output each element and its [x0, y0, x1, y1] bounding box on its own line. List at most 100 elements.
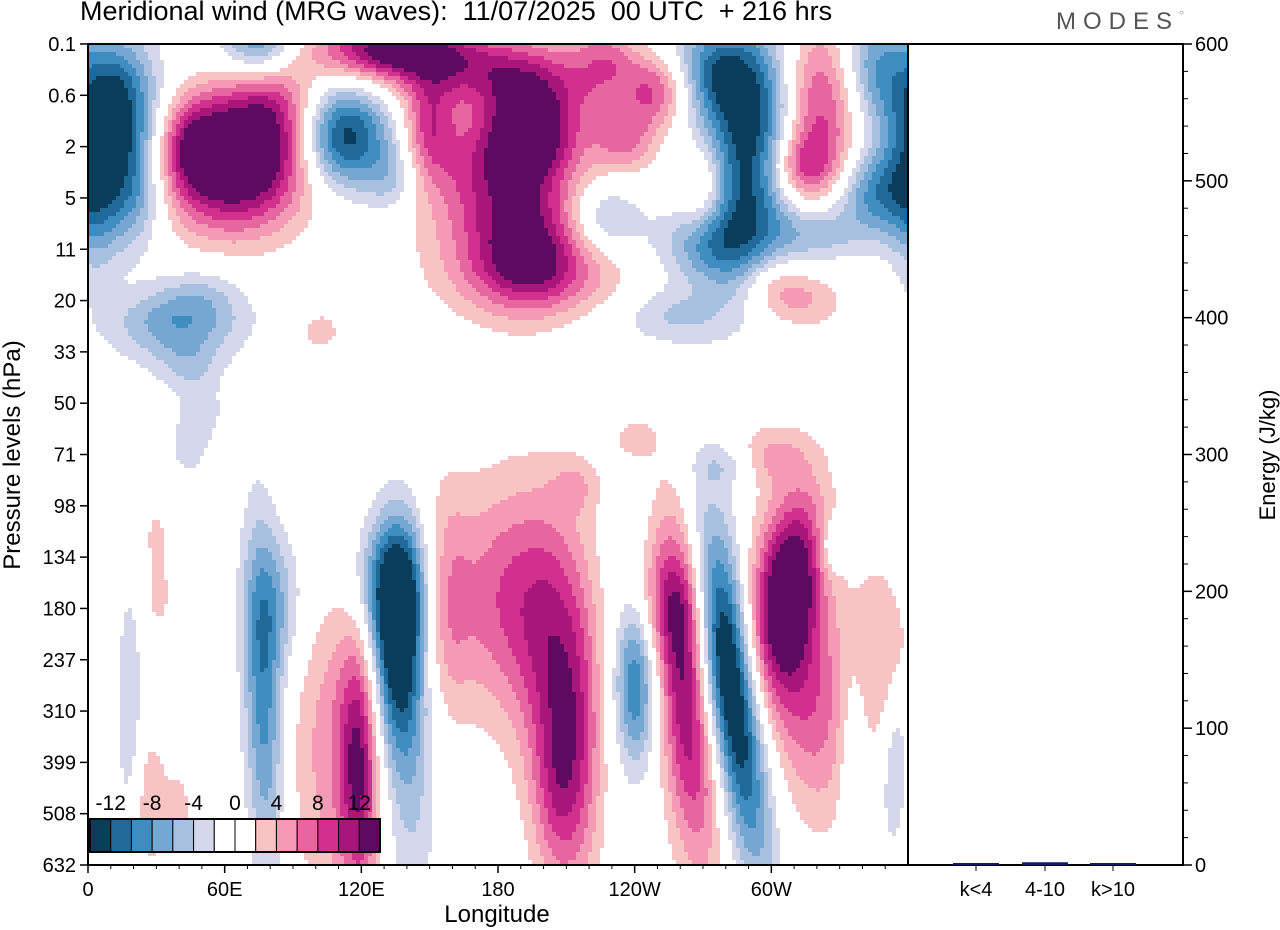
contour-cell	[724, 588, 732, 592]
contour-cell	[668, 108, 676, 112]
contour-cell	[876, 192, 892, 196]
contour-cell	[464, 132, 480, 136]
contour-cell	[752, 168, 760, 172]
contour-cell	[396, 144, 400, 148]
contour-cell	[740, 632, 744, 636]
contour-cell	[592, 588, 604, 592]
contour-cell	[388, 528, 404, 532]
contour-cell	[420, 76, 448, 80]
contour-cell	[152, 588, 168, 592]
contour-cell	[244, 608, 248, 612]
contour-cell	[412, 656, 416, 660]
contour-cell	[764, 132, 772, 136]
contour-cell	[656, 568, 660, 572]
contour-cell	[780, 232, 800, 236]
contour-cell	[372, 656, 376, 660]
contour-cell	[440, 600, 448, 604]
contour-cell	[88, 56, 124, 60]
contour-cell	[616, 640, 620, 644]
contour-cell	[688, 280, 716, 284]
contour-cell	[216, 348, 240, 352]
contour-cell	[244, 616, 248, 620]
contour-cell	[756, 200, 764, 204]
contour-cell	[636, 320, 668, 324]
contour-cell	[472, 156, 484, 160]
contour-cell	[480, 240, 488, 244]
contour-cell	[416, 612, 420, 616]
contour-cell	[176, 192, 180, 196]
contour-cell	[556, 224, 564, 228]
contour-cell	[692, 128, 700, 132]
contour-cell	[776, 104, 784, 108]
contour-cell	[556, 264, 568, 268]
contour-cell	[724, 512, 732, 516]
contour-cell	[708, 112, 716, 116]
contour-cell	[336, 100, 360, 104]
contour-cell	[484, 100, 496, 104]
contour-cell	[828, 568, 832, 572]
contour-cell	[828, 600, 836, 604]
contour-cell	[488, 180, 544, 184]
contour-cell	[720, 104, 760, 108]
contour-cell	[172, 164, 176, 168]
contour-cell	[812, 552, 816, 556]
contour-cell	[412, 140, 416, 144]
contour-cell	[280, 168, 284, 172]
contour-cell	[88, 96, 128, 100]
contour-cell	[552, 180, 560, 184]
contour-cell	[880, 88, 892, 92]
contour-cell	[700, 84, 704, 88]
contour-cell	[696, 612, 700, 616]
contour-cell	[844, 116, 852, 120]
contour-cell	[420, 624, 424, 628]
contour-cell	[436, 496, 508, 500]
contour-cell	[124, 232, 140, 236]
contour-cell	[576, 516, 596, 520]
contour-cell	[328, 160, 336, 164]
contour-cell	[672, 592, 680, 596]
contour-cell	[552, 184, 560, 188]
contour-cell	[416, 540, 420, 544]
contour-cell	[672, 632, 684, 636]
contour-cell	[448, 576, 500, 580]
contour-cell	[336, 148, 368, 152]
contour-cell	[324, 120, 328, 124]
contour-cell	[592, 660, 596, 664]
contour-cell	[828, 184, 832, 188]
contour-cell	[404, 500, 416, 504]
contour-cell	[148, 140, 152, 144]
contour-cell	[704, 608, 708, 612]
contour-cell	[856, 216, 880, 220]
contour-cell	[112, 344, 140, 348]
contour-cell	[572, 212, 580, 216]
contour-cell	[424, 644, 428, 648]
contour-cell	[780, 116, 784, 120]
contour-cell	[896, 136, 904, 140]
contour-cell	[300, 160, 308, 164]
contour-cell	[700, 584, 704, 588]
contour-cell	[860, 100, 868, 104]
contour-cell	[252, 568, 260, 572]
contour-cell	[784, 164, 788, 168]
contour-cell	[468, 128, 480, 132]
contour-cell	[564, 272, 576, 276]
contour-cell	[800, 100, 808, 104]
contour-cell	[700, 68, 704, 72]
contour-cell	[268, 656, 276, 660]
contour-cell	[764, 516, 772, 520]
contour-cell	[828, 616, 836, 620]
contour-cell	[548, 652, 568, 656]
contour-cell	[360, 156, 380, 160]
contour-cell	[148, 328, 212, 332]
contour-cell	[776, 92, 780, 96]
contour-cell	[668, 104, 676, 108]
contour-cell	[172, 204, 180, 208]
contour-cell	[784, 212, 796, 216]
contour-cell	[424, 160, 432, 164]
contour-cell	[572, 592, 584, 596]
contour-cell	[820, 588, 824, 592]
contour-cell	[168, 132, 176, 136]
contour-cell	[764, 520, 772, 524]
contour-cell	[656, 248, 672, 252]
contour-cell	[828, 120, 836, 124]
